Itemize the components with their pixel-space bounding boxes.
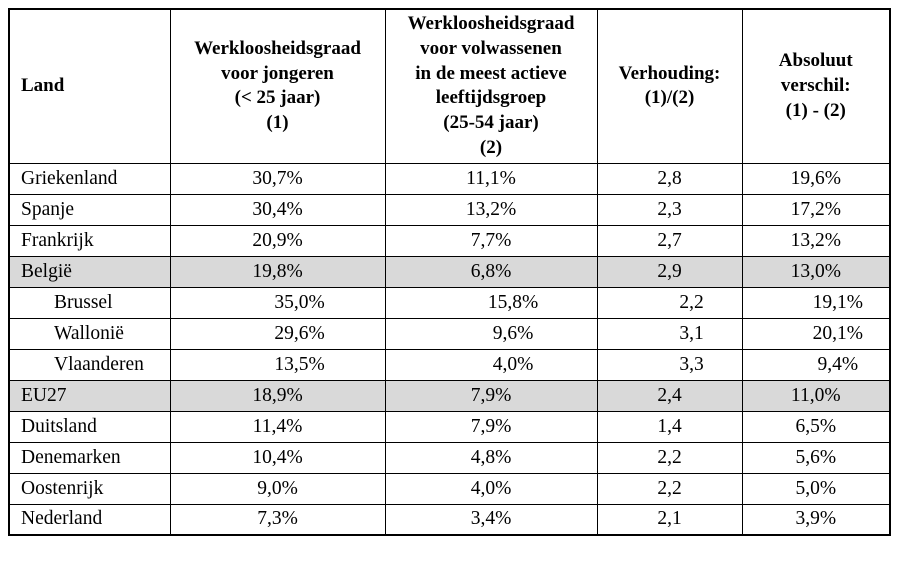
unemployment-table: Land Werkloosheidsgraad voor jongeren (<…: [8, 8, 891, 536]
row-value-cell: 17,2%: [741, 193, 891, 226]
row-value-cell: 19,8%: [169, 255, 386, 288]
row-value-cell: 2,3: [596, 193, 743, 226]
table-row: Spanje 30,4% 13,2% 2,3 17,2%: [8, 193, 891, 226]
row-value-cell: 2,2: [596, 472, 743, 505]
row-value-cell: 2,2: [596, 286, 743, 319]
table-row: Oostenrijk 9,0% 4,0% 2,2 5,0%: [8, 472, 891, 505]
row-value-cell: 11,4%: [169, 410, 386, 443]
row-value-cell: 18,9%: [169, 379, 386, 412]
row-value-cell: 9,0%: [169, 472, 386, 505]
row-value-cell: 19,1%: [741, 286, 891, 319]
header-adult-rate: Werkloosheidsgraad voor volwassenen in d…: [384, 8, 598, 164]
row-land-label: EU27: [8, 379, 171, 412]
row-value-cell: 5,6%: [741, 441, 891, 474]
row-land-label: België: [8, 255, 171, 288]
row-value-cell: 3,9%: [741, 503, 891, 536]
row-value-cell: 2,4: [596, 379, 743, 412]
row-value-cell: 3,4%: [384, 503, 598, 536]
row-value-cell: 4,8%: [384, 441, 598, 474]
row-value-cell: 7,3%: [169, 503, 386, 536]
row-value-cell: 13,2%: [384, 193, 598, 226]
table-row: Duitsland 11,4% 7,9% 1,4 6,5%: [8, 410, 891, 443]
row-value-cell: 9,6%: [384, 317, 598, 350]
row-value-cell: 20,1%: [741, 317, 891, 350]
header-youth-rate: Werkloosheidsgraad voor jongeren (< 25 j…: [169, 8, 386, 164]
header-land: Land: [8, 8, 171, 164]
header-row: Land Werkloosheidsgraad voor jongeren (<…: [8, 8, 891, 164]
row-value-cell: 11,1%: [384, 162, 598, 195]
row-value-cell: 7,9%: [384, 410, 598, 443]
row-value-cell: 2,2: [596, 441, 743, 474]
table-header: Land Werkloosheidsgraad voor jongeren (<…: [8, 8, 891, 164]
row-value-cell: 2,8: [596, 162, 743, 195]
table-row: EU27 18,9% 7,9% 2,4 11,0%: [8, 379, 891, 412]
row-value-cell: 2,9: [596, 255, 743, 288]
row-value-cell: 6,8%: [384, 255, 598, 288]
row-value-cell: 4,0%: [384, 472, 598, 505]
row-value-cell: 19,6%: [741, 162, 891, 195]
row-land-label: Griekenland: [8, 162, 171, 195]
row-value-cell: 3,1: [596, 317, 743, 350]
row-land-label: Wallonië: [8, 317, 171, 350]
row-value-cell: 2,1: [596, 503, 743, 536]
row-value-cell: 9,4%: [741, 348, 891, 381]
row-value-cell: 30,4%: [169, 193, 386, 226]
row-value-cell: 3,3: [596, 348, 743, 381]
table-row: Wallonië 29,6% 9,6% 3,1 20,1%: [8, 317, 891, 350]
row-value-cell: 29,6%: [169, 317, 386, 350]
row-value-cell: 20,9%: [169, 224, 386, 257]
table-row: Frankrijk 20,9% 7,7% 2,7 13,2%: [8, 224, 891, 257]
table-row: Denemarken 10,4% 4,8% 2,2 5,6%: [8, 441, 891, 474]
row-value-cell: 4,0%: [384, 348, 598, 381]
header-absolute-difference: Absoluut verschil: (1) - (2): [741, 8, 891, 164]
table-row: Griekenland 30,7% 11,1% 2,8 19,6%: [8, 162, 891, 195]
row-value-cell: 35,0%: [169, 286, 386, 319]
table-row: België 19,8% 6,8% 2,9 13,0%: [8, 255, 891, 288]
row-value-cell: 5,0%: [741, 472, 891, 505]
row-land-label: Denemarken: [8, 441, 171, 474]
row-value-cell: 15,8%: [384, 286, 598, 319]
row-value-cell: 13,2%: [741, 224, 891, 257]
row-land-label: Spanje: [8, 193, 171, 226]
row-value-cell: 7,9%: [384, 379, 598, 412]
row-value-cell: 1,4: [596, 410, 743, 443]
row-land-label: Oostenrijk: [8, 472, 171, 505]
table-row: Vlaanderen 13,5% 4,0% 3,3 9,4%: [8, 348, 891, 381]
table-row: Brussel 35,0% 15,8% 2,2 19,1%: [8, 286, 891, 319]
row-land-label: Frankrijk: [8, 224, 171, 257]
row-value-cell: 30,7%: [169, 162, 386, 195]
row-land-label: Nederland: [8, 503, 171, 536]
row-land-label: Vlaanderen: [8, 348, 171, 381]
row-value-cell: 13,5%: [169, 348, 386, 381]
table-row: Nederland 7,3% 3,4% 2,1 3,9%: [8, 503, 891, 536]
row-value-cell: 11,0%: [741, 379, 891, 412]
row-land-label: Duitsland: [8, 410, 171, 443]
row-value-cell: 6,5%: [741, 410, 891, 443]
table-body: Griekenland 30,7% 11,1% 2,8 19,6% Spanje 30,4%…: [8, 162, 891, 536]
header-ratio: Verhouding: (1)/(2): [596, 8, 743, 164]
row-land-label: Brussel: [8, 286, 171, 319]
row-value-cell: 2,7: [596, 224, 743, 257]
row-value-cell: 10,4%: [169, 441, 386, 474]
row-value-cell: 7,7%: [384, 224, 598, 257]
row-value-cell: 13,0%: [741, 255, 891, 288]
